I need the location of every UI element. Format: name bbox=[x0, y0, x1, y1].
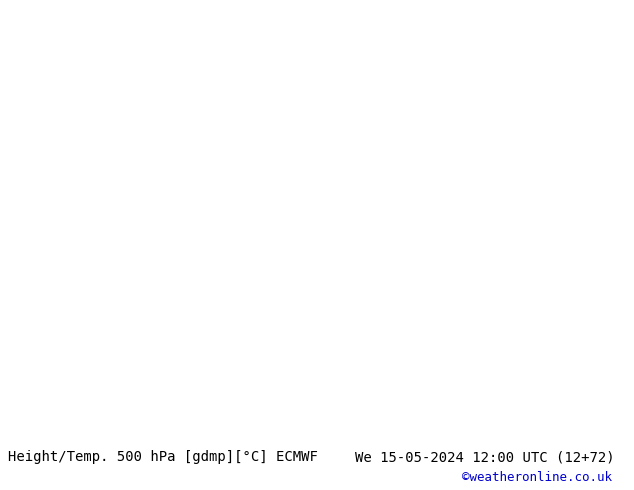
Text: ©weatheronline.co.uk: ©weatheronline.co.uk bbox=[462, 470, 612, 484]
Text: Height/Temp. 500 hPa [gdmp][°C] ECMWF: Height/Temp. 500 hPa [gdmp][°C] ECMWF bbox=[8, 450, 318, 464]
Text: We 15-05-2024 12:00 UTC (12+72): We 15-05-2024 12:00 UTC (12+72) bbox=[355, 450, 614, 464]
